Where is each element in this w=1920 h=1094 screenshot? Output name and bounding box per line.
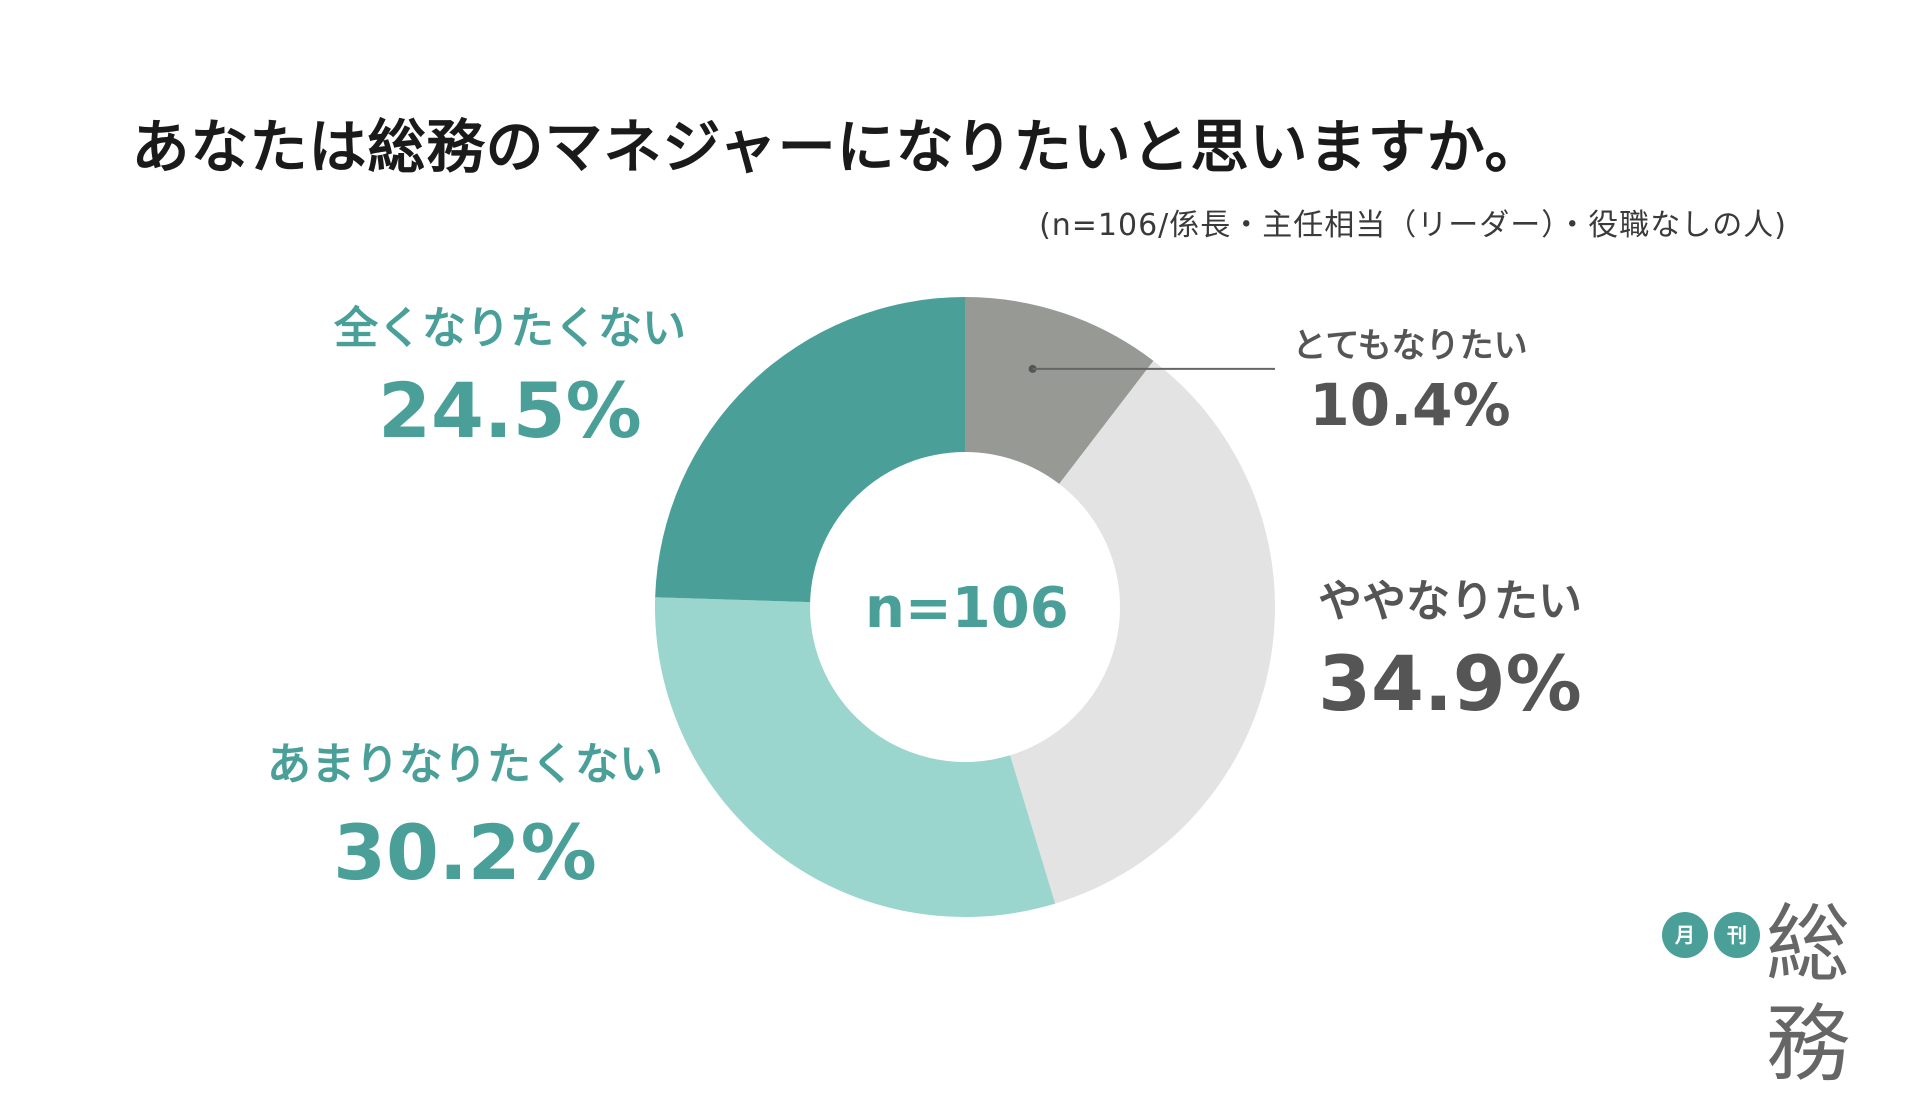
- slice-label-name: 全くなりたくない: [334, 303, 686, 354]
- chart-title: あなたは総務のマネジャーになりたいと思いますか。: [131, 113, 1544, 181]
- slice-label-amari: あまりなりたくない 30.2%: [240, 728, 690, 897]
- slice-yaya: [1010, 360, 1275, 904]
- donut-chart: [655, 297, 1275, 917]
- chart-subtitle: (n=106/係長・主任相当（リーダー）・役職なしの人): [1039, 208, 1787, 243]
- center-label: n=106: [865, 576, 1069, 641]
- slice-label-name: とてもなりたい: [1292, 326, 1528, 366]
- logo-badge-kan: 刊: [1714, 912, 1760, 958]
- slice-label-value: 34.9%: [1318, 639, 1582, 728]
- slice-label-value: 10.4%: [1309, 371, 1511, 439]
- logo-badge-getsu: 月: [1662, 912, 1708, 958]
- slice-label-yaya: ややなりたい 34.9%: [1285, 565, 1615, 728]
- slice-label-value: 30.2%: [333, 808, 597, 897]
- slice-label-totemo: とてもなりたい 10.4%: [1260, 318, 1560, 439]
- slice-amari: [655, 597, 1056, 917]
- slice-mattaku: [655, 297, 965, 603]
- slice-label-mattaku: 全くなりたくない 24.5%: [300, 292, 720, 455]
- donut-slices: [655, 297, 1275, 917]
- gekkan-soumu-logo: 月 刊 総務: [1662, 895, 1902, 1093]
- slice-totemo: [965, 297, 1154, 484]
- slice-label-name: ややなりたい: [1318, 576, 1582, 627]
- slice-label-value: 24.5%: [378, 366, 642, 455]
- logo-wordmark: 総務: [1766, 895, 1851, 1093]
- leader-line-group: [1028, 364, 1275, 373]
- slice-label-name: あまりなりたくない: [267, 739, 663, 790]
